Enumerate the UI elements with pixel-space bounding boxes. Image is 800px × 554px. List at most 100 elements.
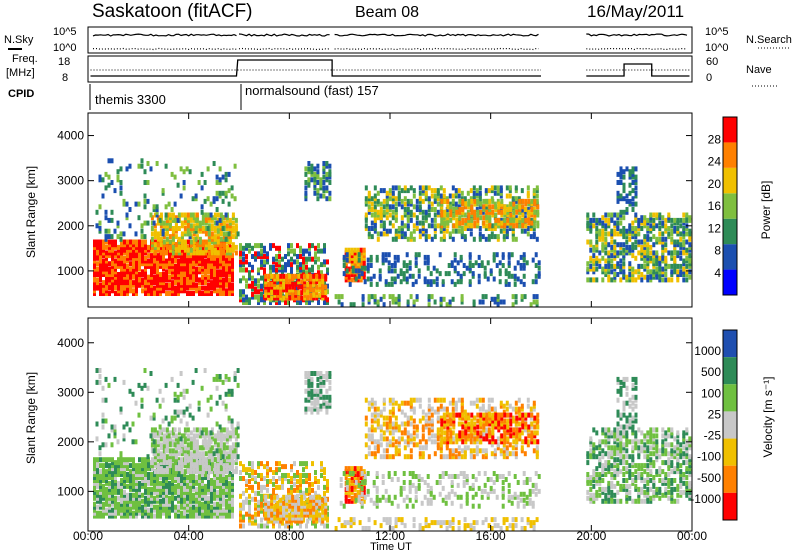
power-cell — [231, 220, 235, 226]
power-cell — [652, 263, 656, 269]
velocity-cell — [204, 457, 208, 463]
velocity-cell — [162, 492, 165, 498]
power-cell — [418, 228, 422, 234]
power-cell — [186, 266, 189, 272]
power-cell — [658, 266, 662, 272]
power-cell — [533, 209, 537, 215]
velocity-cell — [128, 427, 132, 433]
velocity-cell — [174, 433, 178, 439]
power-cell — [132, 274, 135, 280]
velocity-cell — [242, 464, 245, 470]
power-cell — [409, 212, 413, 218]
velocity-cell — [162, 433, 166, 439]
power-cell — [150, 258, 153, 264]
power-cell — [415, 207, 419, 212]
power-cell — [601, 223, 605, 229]
velocity-cell — [135, 507, 138, 513]
power-cell — [231, 226, 235, 231]
power-cell — [481, 209, 485, 215]
power-cell — [213, 277, 216, 283]
power-cell — [171, 234, 175, 240]
power-cell — [637, 242, 641, 248]
power-cell — [144, 263, 147, 269]
power-cell — [499, 228, 503, 234]
power-cell — [530, 220, 534, 226]
power-cell — [135, 250, 138, 256]
velocity-cell — [228, 457, 232, 463]
power-cell — [466, 223, 470, 229]
power-cell — [195, 247, 199, 253]
power-cell — [601, 236, 605, 242]
power-cell — [288, 290, 292, 296]
velocity-cell — [260, 461, 263, 467]
velocity-cell — [254, 479, 257, 484]
velocity-cell — [104, 418, 108, 424]
power-cell — [384, 281, 388, 287]
velocity-cell — [225, 483, 228, 489]
velocity-cell — [147, 510, 150, 516]
power-cell — [192, 255, 195, 261]
power-cell — [361, 296, 365, 302]
power-cell — [417, 273, 421, 279]
power-cell — [203, 180, 207, 185]
power-cell — [239, 254, 242, 259]
power-cell — [114, 280, 117, 286]
power-cell — [497, 204, 501, 210]
power-cell — [207, 291, 210, 296]
velocity-cell — [177, 498, 180, 504]
power-cell — [628, 247, 632, 253]
power-cell — [99, 244, 102, 250]
velocity-cell — [128, 388, 132, 394]
power-cell — [613, 247, 617, 253]
power-cell — [213, 282, 216, 288]
power-cell — [222, 223, 226, 229]
power-cell — [291, 287, 295, 293]
power-cell — [239, 289, 242, 295]
velocity-cell — [213, 483, 216, 489]
power-cell — [144, 242, 147, 248]
power-cell — [518, 207, 522, 212]
power-cell — [394, 207, 398, 212]
power-cell — [228, 228, 232, 234]
power-cell — [439, 196, 443, 202]
power-cell — [287, 262, 290, 268]
velocity-cell — [228, 469, 231, 475]
power-cell — [478, 226, 482, 231]
velocity-cell — [99, 480, 102, 486]
power-cell — [180, 250, 183, 256]
velocity-cell — [233, 374, 237, 379]
velocity-cell — [198, 483, 201, 489]
power-cell — [625, 244, 629, 250]
power-cell — [288, 284, 292, 290]
velocity-cell — [126, 478, 129, 483]
velocity-cell — [189, 442, 193, 448]
power-cell — [359, 277, 363, 283]
power-cell — [516, 276, 520, 282]
power-cell — [168, 226, 172, 231]
power-cell — [219, 228, 223, 234]
power-cell — [228, 247, 232, 253]
power-cell — [251, 254, 254, 259]
power-cell — [604, 236, 608, 242]
power-cell — [325, 174, 329, 180]
power-cell — [673, 247, 677, 253]
power-cell — [123, 239, 126, 245]
power-cell — [595, 239, 599, 245]
power-cell — [108, 244, 111, 250]
velocity-cell — [101, 397, 105, 403]
velocity-cell — [204, 486, 207, 492]
velocity-cell — [213, 472, 216, 477]
velocity-cell — [105, 501, 108, 507]
power-cell — [279, 276, 283, 282]
power-cell — [159, 247, 162, 253]
power-cell — [451, 296, 455, 302]
power-cell — [216, 223, 220, 229]
power-cell — [433, 198, 437, 204]
velocity-cell — [174, 478, 177, 483]
velocity-cell — [165, 504, 168, 510]
power-cell — [670, 269, 674, 275]
power-cell — [122, 201, 126, 207]
power-cell — [367, 234, 371, 240]
power-cell — [516, 260, 520, 266]
velocity-cell — [98, 374, 102, 379]
